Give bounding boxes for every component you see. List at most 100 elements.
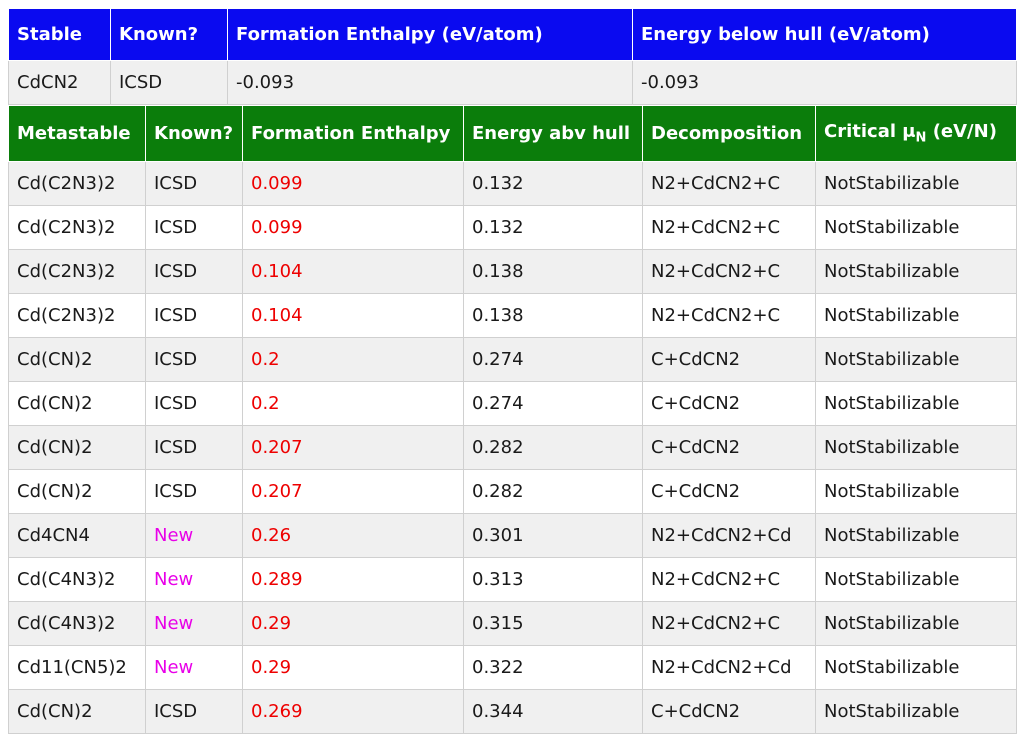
table-row: CdCN2 ICSD -0.093 -0.093 bbox=[8, 60, 1017, 105]
cell-decomposition: C+CdCN2 bbox=[642, 469, 816, 514]
stable-table: Stable Known? Formation Enthalpy (eV/ato… bbox=[8, 8, 1017, 105]
cell-energy-abv-hull: 0.282 bbox=[463, 425, 643, 470]
cell-critical-mu: NotStabilizable bbox=[815, 689, 1017, 734]
cell-compound: Cd(CN)2 bbox=[8, 381, 146, 426]
cell-energy-abv-hull: 0.138 bbox=[463, 249, 643, 294]
table-row: Cd11(CN5)2 New 0.29 0.322 N2+CdCN2+Cd NotStab… bbox=[8, 645, 1017, 690]
cell-formation-enthalpy: 0.26 bbox=[242, 513, 464, 558]
cell-critical-mu: NotStabilizable bbox=[815, 293, 1017, 338]
cell-formation-enthalpy: 0.269 bbox=[242, 689, 464, 734]
table-row: Cd(CN)2 ICSD 0.207 0.282 C+CdCN2 NotStabiliza… bbox=[8, 425, 1017, 470]
cell-compound: CdCN2 bbox=[8, 60, 111, 105]
cell-known: ICSD bbox=[145, 469, 243, 514]
cell-formation-enthalpy: 0.207 bbox=[242, 469, 464, 514]
metastable-header-formation-enthalpy: Formation Enthalpy bbox=[242, 105, 464, 162]
cell-critical-mu: NotStabilizable bbox=[815, 557, 1017, 602]
table-row: Cd(C4N3)2 New 0.289 0.313 N2+CdCN2+C NotStabi… bbox=[8, 557, 1017, 602]
cell-known: ICSD bbox=[145, 425, 243, 470]
cell-known: New bbox=[145, 513, 243, 558]
cell-known: New bbox=[145, 601, 243, 646]
cell-energy-abv-hull: 0.344 bbox=[463, 689, 643, 734]
cell-critical-mu: NotStabilizable bbox=[815, 425, 1017, 470]
cell-compound: Cd(C2N3)2 bbox=[8, 205, 146, 250]
table-row: Cd(C2N3)2 ICSD 0.104 0.138 N2+CdCN2+C NotStab… bbox=[8, 249, 1017, 294]
cell-energy-abv-hull: 0.301 bbox=[463, 513, 643, 558]
cell-decomposition: C+CdCN2 bbox=[642, 425, 816, 470]
cell-decomposition: N2+CdCN2+C bbox=[642, 293, 816, 338]
cell-known: ICSD bbox=[145, 293, 243, 338]
table-row: Cd(C2N3)2 ICSD 0.099 0.132 N2+CdCN2+C NotStab… bbox=[8, 161, 1017, 206]
table-row: Cd(CN)2 ICSD 0.269 0.344 C+CdCN2 NotStabiliza… bbox=[8, 689, 1017, 734]
cell-formation-enthalpy: 0.29 bbox=[242, 645, 464, 690]
table-row: Cd(CN)2 ICSD 0.2 0.274 C+CdCN2 NotStabilizabl… bbox=[8, 381, 1017, 426]
cell-formation-enthalpy: -0.093 bbox=[227, 60, 633, 105]
cell-decomposition: N2+CdCN2+C bbox=[642, 601, 816, 646]
metastable-table: Metastable Known? Formation Enthalpy Ene… bbox=[8, 105, 1017, 734]
cell-critical-mu: NotStabilizable bbox=[815, 469, 1017, 514]
table-row: Cd(CN)2 ICSD 0.2 0.274 C+CdCN2 NotStabilizabl… bbox=[8, 337, 1017, 382]
cell-formation-enthalpy: 0.104 bbox=[242, 249, 464, 294]
cell-critical-mu: NotStabilizable bbox=[815, 601, 1017, 646]
stable-header-energy-below-hull: Energy below hull (eV/atom) bbox=[632, 8, 1017, 61]
stable-header-formation-enthalpy: Formation Enthalpy (eV/atom) bbox=[227, 8, 633, 61]
cell-critical-mu: NotStabilizable bbox=[815, 381, 1017, 426]
cell-formation-enthalpy: 0.2 bbox=[242, 337, 464, 382]
cell-formation-enthalpy: 0.207 bbox=[242, 425, 464, 470]
cell-known: New bbox=[145, 557, 243, 602]
table-row: Cd(C2N3)2 ICSD 0.104 0.138 N2+CdCN2+C NotStab… bbox=[8, 293, 1017, 338]
cell-decomposition: N2+CdCN2+Cd bbox=[642, 645, 816, 690]
metastable-header-critical-mu: Critical μN (eV/N) bbox=[815, 105, 1017, 162]
cell-compound: Cd(CN)2 bbox=[8, 425, 146, 470]
cell-critical-mu: NotStabilizable bbox=[815, 645, 1017, 690]
cell-formation-enthalpy: 0.099 bbox=[242, 205, 464, 250]
cell-energy-below-hull: -0.093 bbox=[632, 60, 1017, 105]
cell-decomposition: N2+CdCN2+C bbox=[642, 557, 816, 602]
cell-energy-abv-hull: 0.132 bbox=[463, 161, 643, 206]
stable-header-stable: Stable bbox=[8, 8, 111, 61]
cell-critical-mu: NotStabilizable bbox=[815, 161, 1017, 206]
cell-critical-mu: NotStabilizable bbox=[815, 337, 1017, 382]
cell-known: ICSD bbox=[145, 381, 243, 426]
critical-mu-suffix: (eV/N) bbox=[926, 121, 997, 143]
table-row: Cd(C4N3)2 New 0.29 0.315 N2+CdCN2+C NotStabil… bbox=[8, 601, 1017, 646]
cell-energy-abv-hull: 0.138 bbox=[463, 293, 643, 338]
cell-formation-enthalpy: 0.104 bbox=[242, 293, 464, 338]
cell-known: ICSD bbox=[145, 689, 243, 734]
cell-decomposition: N2+CdCN2+Cd bbox=[642, 513, 816, 558]
page: Stable Known? Formation Enthalpy (eV/ato… bbox=[8, 8, 1017, 734]
critical-mu-subscript: N bbox=[915, 130, 927, 146]
cell-energy-abv-hull: 0.282 bbox=[463, 469, 643, 514]
cell-energy-abv-hull: 0.315 bbox=[463, 601, 643, 646]
cell-known: New bbox=[145, 645, 243, 690]
cell-compound: Cd(C2N3)2 bbox=[8, 161, 146, 206]
metastable-header-energy-abv-hull: Energy abv hull bbox=[463, 105, 643, 162]
table-row: Cd(CN)2 ICSD 0.207 0.282 C+CdCN2 NotStabiliza… bbox=[8, 469, 1017, 514]
cell-known: ICSD bbox=[145, 249, 243, 294]
critical-mu-prefix: Critical μ bbox=[824, 121, 916, 143]
cell-compound: Cd(C2N3)2 bbox=[8, 249, 146, 294]
cell-formation-enthalpy: 0.29 bbox=[242, 601, 464, 646]
cell-known: ICSD bbox=[145, 161, 243, 206]
metastable-header-known: Known? bbox=[145, 105, 243, 162]
cell-energy-abv-hull: 0.132 bbox=[463, 205, 643, 250]
cell-compound: Cd4CN4 bbox=[8, 513, 146, 558]
cell-compound: Cd(C4N3)2 bbox=[8, 601, 146, 646]
table-row: Cd(C2N3)2 ICSD 0.099 0.132 N2+CdCN2+C NotStab… bbox=[8, 205, 1017, 250]
cell-compound: Cd(CN)2 bbox=[8, 689, 146, 734]
cell-critical-mu: NotStabilizable bbox=[815, 249, 1017, 294]
cell-compound: Cd(CN)2 bbox=[8, 337, 146, 382]
cell-known: ICSD bbox=[110, 60, 228, 105]
cell-compound: Cd11(CN5)2 bbox=[8, 645, 146, 690]
cell-decomposition: N2+CdCN2+C bbox=[642, 249, 816, 294]
cell-formation-enthalpy: 0.099 bbox=[242, 161, 464, 206]
cell-decomposition: N2+CdCN2+C bbox=[642, 161, 816, 206]
cell-energy-abv-hull: 0.313 bbox=[463, 557, 643, 602]
cell-energy-abv-hull: 0.274 bbox=[463, 381, 643, 426]
cell-known: ICSD bbox=[145, 337, 243, 382]
stable-header-row: Stable Known? Formation Enthalpy (eV/ato… bbox=[8, 8, 1017, 61]
cell-known: ICSD bbox=[145, 205, 243, 250]
cell-formation-enthalpy: 0.2 bbox=[242, 381, 464, 426]
metastable-header-decomposition: Decomposition bbox=[642, 105, 816, 162]
metastable-header-row: Metastable Known? Formation Enthalpy Ene… bbox=[8, 105, 1017, 162]
cell-decomposition: C+CdCN2 bbox=[642, 689, 816, 734]
